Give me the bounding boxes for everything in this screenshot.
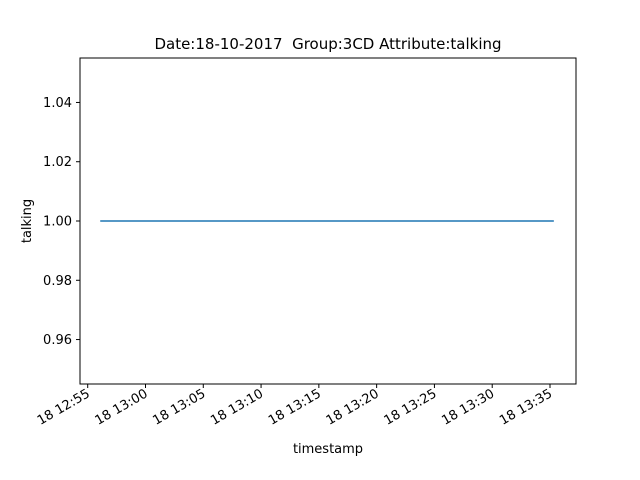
y-axis: 0.96 0.98 1.00 1.02 1.04	[43, 96, 80, 348]
y-tick-label: 0.98	[43, 274, 72, 289]
y-tick-label: 0.96	[43, 333, 72, 348]
y-tick-label: 1.04	[43, 96, 72, 111]
x-axis-label: timestamp	[293, 442, 363, 457]
y-axis-label: talking	[20, 199, 35, 243]
chart-title: Date:18-10-2017 Group:3CD Attribute:talk…	[154, 35, 501, 53]
y-tick-label: 1.02	[43, 155, 72, 170]
y-tick-label: 1.00	[43, 215, 72, 230]
